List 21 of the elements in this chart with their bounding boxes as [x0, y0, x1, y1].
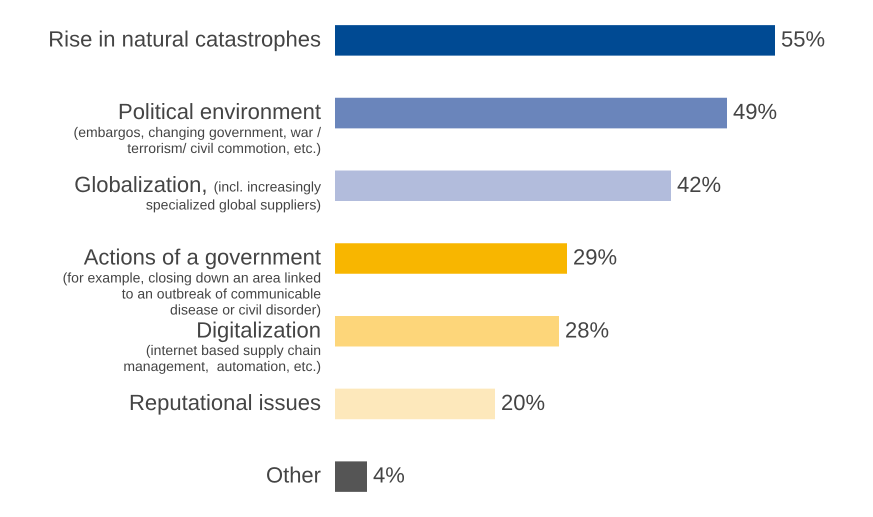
y-tick-label: Actions of a government (for example, closing down an area linked to an outbreak of communicable disease or civil disorder): [62, 244, 322, 318]
bar: [335, 461, 367, 492]
data-label: 29%: [573, 244, 618, 270]
bar: [335, 98, 727, 128]
bar: [335, 25, 775, 56]
bar: [335, 170, 671, 202]
data-label: 49%: [733, 99, 778, 124]
y-tick-label: Digitalization (internet based supply chain management, automation, etc.): [123, 317, 321, 374]
bar: [335, 316, 559, 346]
bar: [335, 388, 495, 420]
y-tick-label: Political environment (embargos, changing government, war / terrorism/ civil commotion, etc.): [74, 99, 322, 156]
y-tick-label: Globalization, (incl. increasingly specialized global suppliers): [74, 172, 321, 213]
data-label: 42%: [677, 172, 722, 197]
data-label: 20%: [501, 390, 546, 415]
y-tick-label: Rise in natural catastrophes: [48, 26, 321, 52]
data-label: 55%: [781, 26, 826, 52]
y-tick-label: Other: [266, 462, 321, 488]
y-tick-label: Reputational issues: [128, 390, 321, 415]
data-label: 28%: [565, 317, 610, 342]
bar: [335, 243, 567, 274]
data-label: 4%: [373, 462, 405, 488]
